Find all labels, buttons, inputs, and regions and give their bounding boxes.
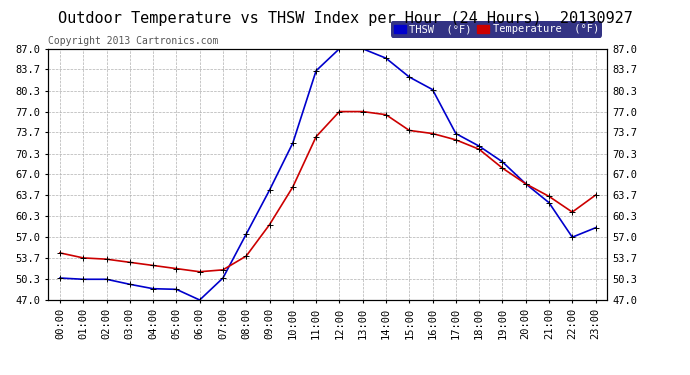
Legend: THSW  (°F), Temperature  (°F): THSW (°F), Temperature (°F) — [391, 21, 602, 38]
Text: Outdoor Temperature vs THSW Index per Hour (24 Hours)  20130927: Outdoor Temperature vs THSW Index per Ho… — [57, 11, 633, 26]
Text: Copyright 2013 Cartronics.com: Copyright 2013 Cartronics.com — [48, 36, 219, 46]
